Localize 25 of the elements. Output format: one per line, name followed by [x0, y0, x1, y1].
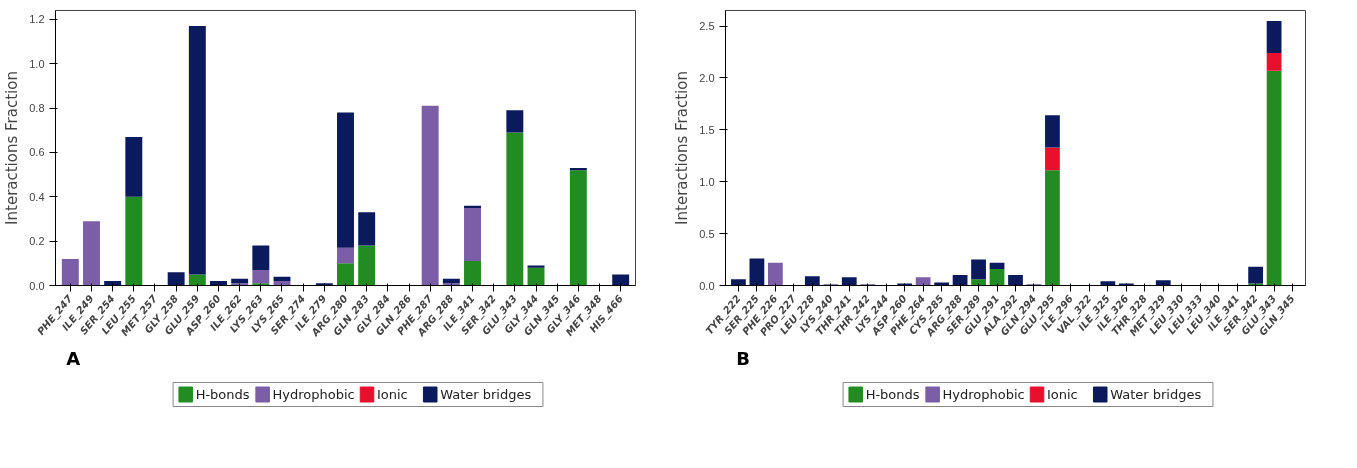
y-tick-label: 0.8 [29, 102, 45, 115]
y-tick-label: 1.0 [699, 175, 715, 188]
legend-label: Ionic [376, 387, 408, 402]
text: B [736, 347, 751, 369]
y-tick-label: 1.0 [29, 57, 45, 70]
legend-label: Hydrophobic [942, 387, 1025, 402]
legend-label: Ionic [1046, 387, 1078, 402]
legend-label: Water bridges [440, 387, 532, 402]
legend-label: H-bonds [865, 387, 920, 402]
legend-label: Water bridges [1110, 387, 1202, 402]
y-tick-label: 1.5 [699, 123, 715, 136]
y-tick-label: 0.0 [29, 279, 45, 292]
y-axis-title: Interactions Fraction [3, 71, 22, 225]
y-tick-label: 0.6 [29, 146, 45, 159]
legend-label: Hydrophobic [272, 387, 355, 402]
y-tick-label: 2.0 [699, 71, 715, 84]
y-tick-label: 0.2 [29, 235, 45, 248]
y-tick-label: 0.5 [699, 227, 715, 240]
text: A [66, 347, 81, 369]
y-tick-label: 1.2 [29, 13, 45, 26]
y-tick-label: 2.5 [699, 20, 715, 33]
y-tick-label: 0.0 [699, 279, 715, 292]
legend-label: H-bonds [195, 387, 250, 402]
y-axis-title: Interactions Fraction [673, 71, 692, 225]
y-tick-label: 0.4 [29, 190, 45, 203]
